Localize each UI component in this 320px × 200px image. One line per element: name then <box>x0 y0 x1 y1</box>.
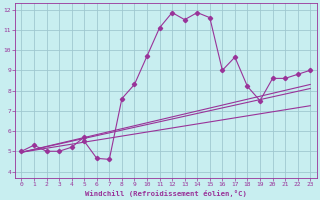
X-axis label: Windchill (Refroidissement éolien,°C): Windchill (Refroidissement éolien,°C) <box>85 190 247 197</box>
